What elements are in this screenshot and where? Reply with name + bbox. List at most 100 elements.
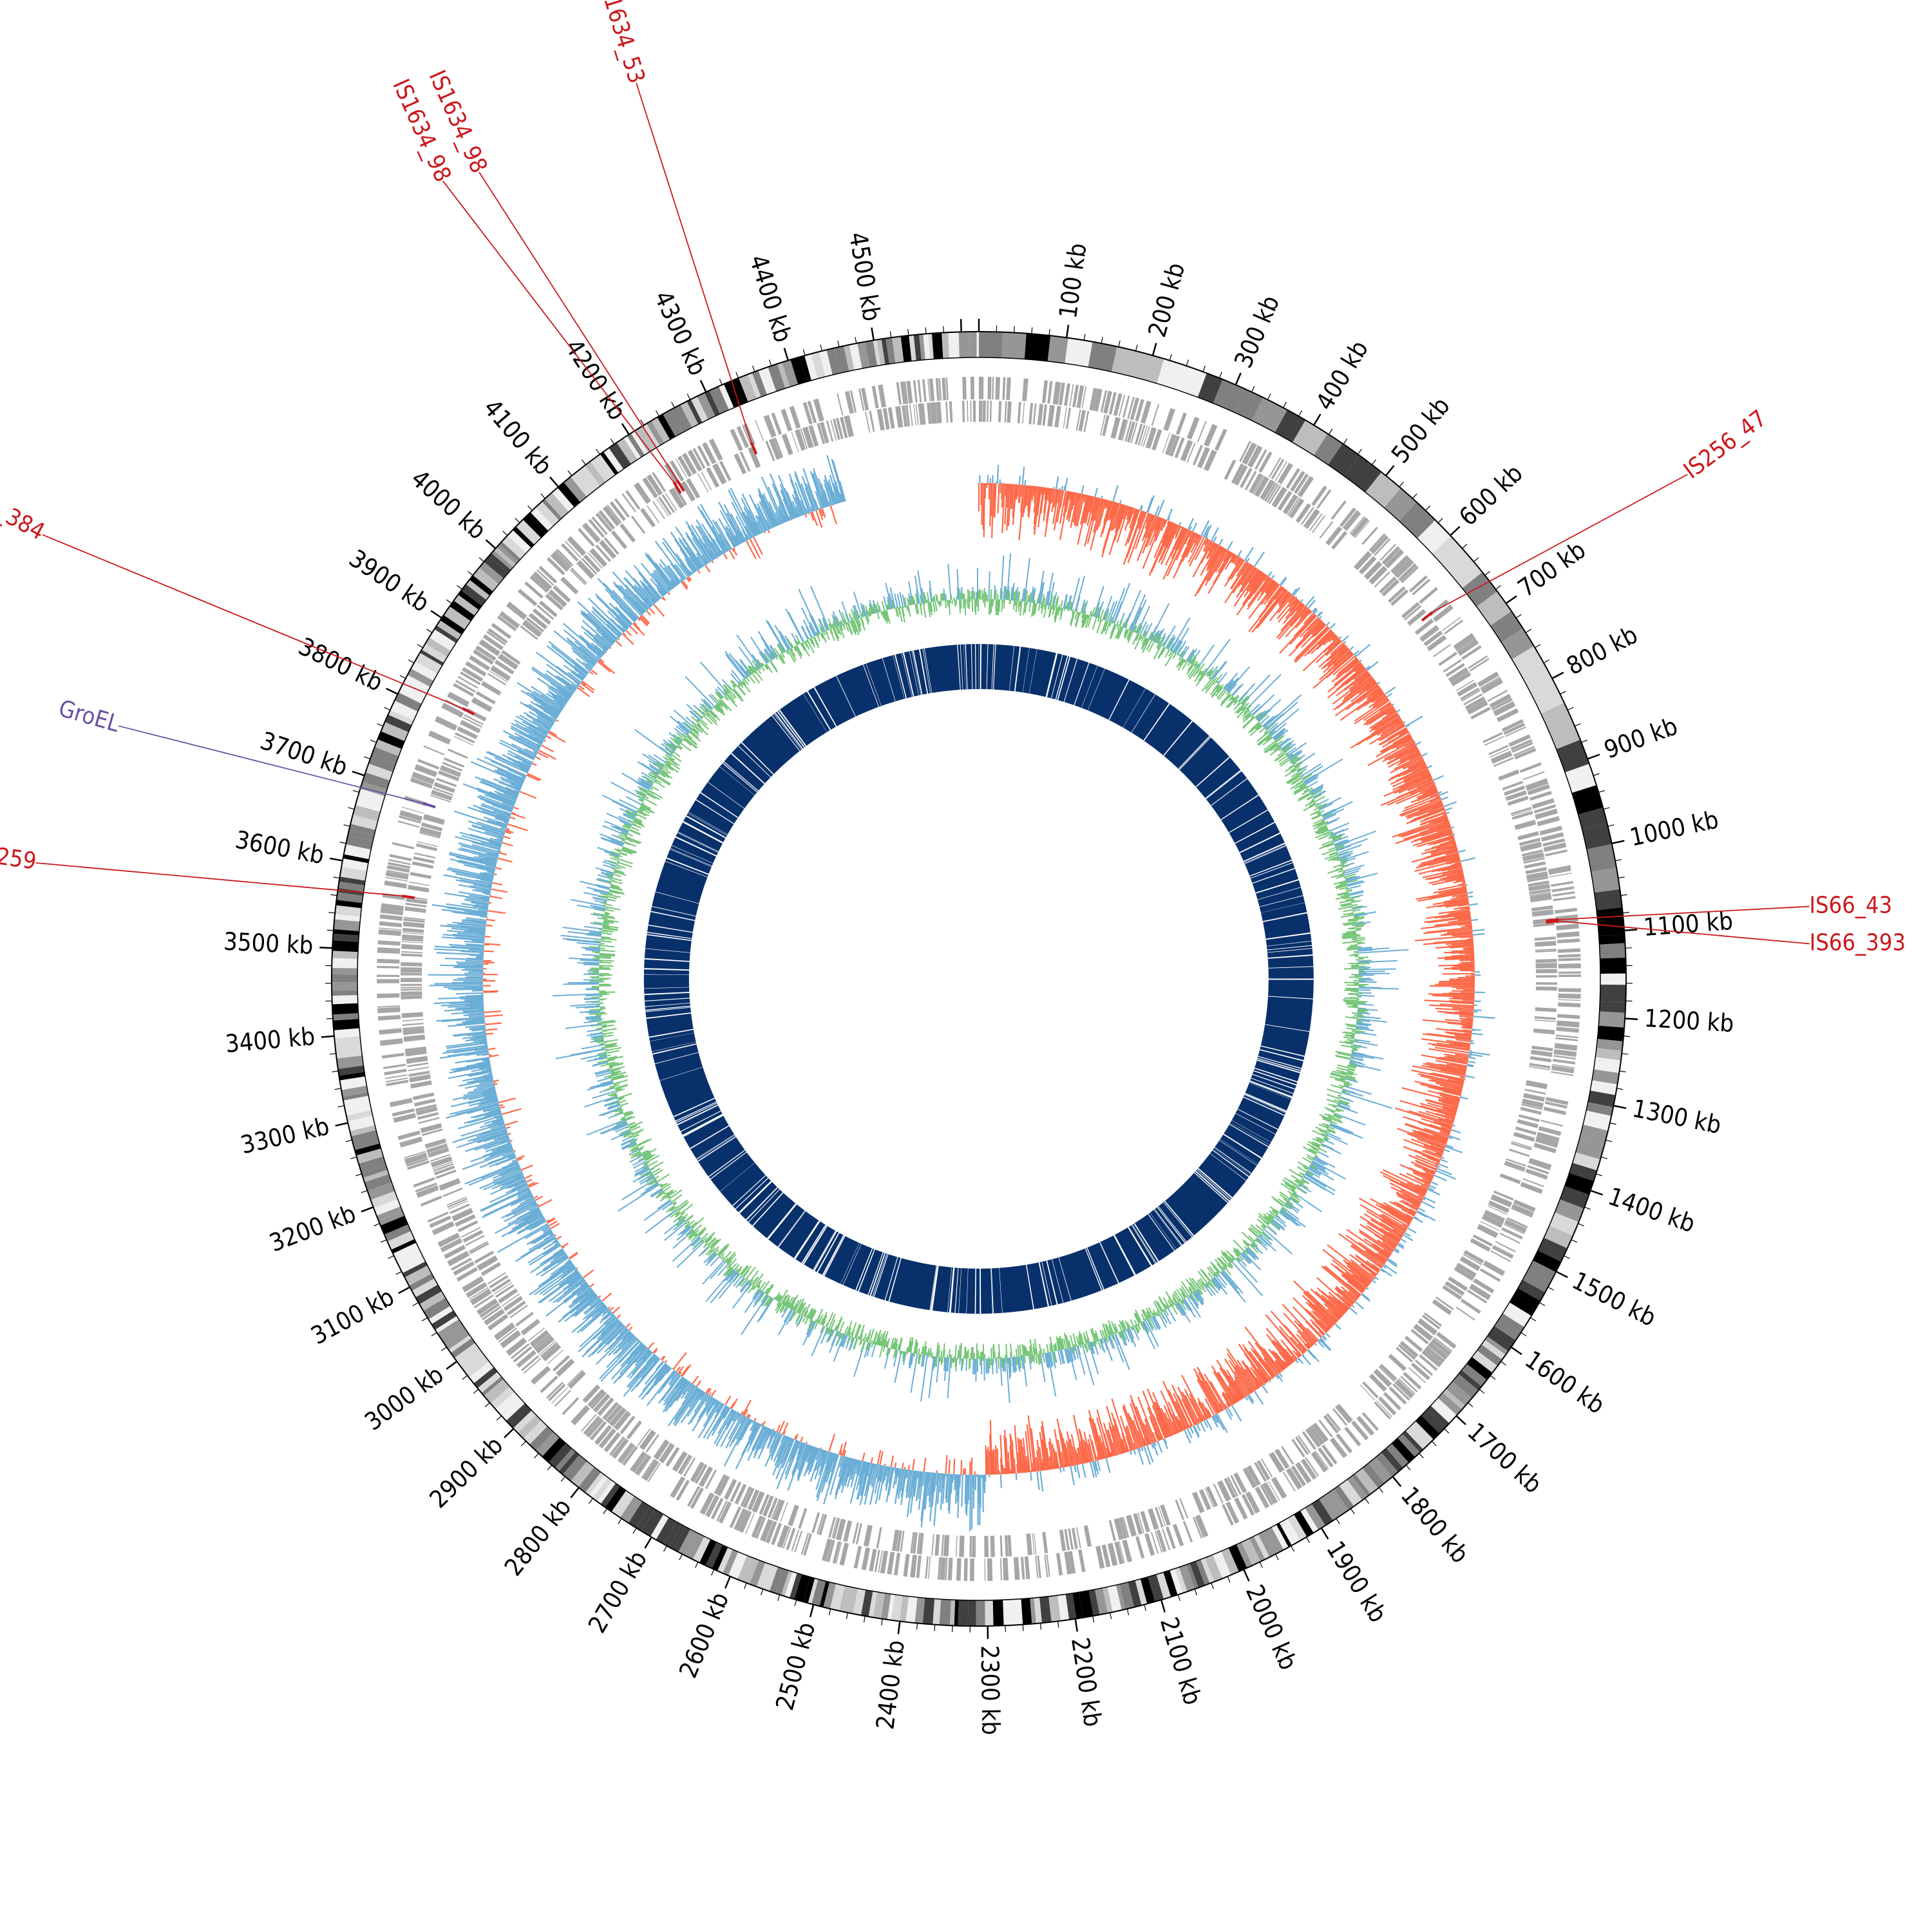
gc-skew-spike — [1425, 848, 1458, 858]
gc-skew-spike — [878, 1465, 887, 1501]
gc-skew-spike — [1430, 1072, 1464, 1081]
gene-block — [853, 1546, 862, 1569]
gc-skew-spike — [791, 1443, 805, 1474]
gc-skew-spike — [1433, 1134, 1448, 1141]
gc-skew-spike — [1288, 621, 1323, 657]
gc-skew-spike — [1037, 487, 1045, 527]
minor-tick — [1101, 337, 1103, 344]
gene-block — [1151, 1531, 1159, 1554]
gc-skew-spike — [1389, 1242, 1397, 1247]
gc-skew-spike — [773, 1433, 782, 1449]
gc-skew-spike — [1412, 1172, 1432, 1182]
gene-block — [448, 1200, 468, 1210]
gc-skew-spike — [1226, 1348, 1256, 1392]
gc-skew-spike — [924, 1472, 930, 1510]
gc-skew-spike — [501, 1160, 518, 1170]
gc-skew-spike — [1316, 1287, 1346, 1314]
gc-skew-spike — [652, 1347, 658, 1354]
gc-skew-spike — [671, 1372, 678, 1380]
gc-skew-spike — [452, 911, 488, 917]
gc-skew-spike — [1427, 765, 1432, 769]
ideogram-band — [931, 332, 943, 359]
gene-block — [1498, 769, 1520, 781]
gene-block — [405, 902, 427, 908]
gc-skew-spike — [736, 1419, 752, 1446]
gc-skew-spike — [1033, 1460, 1036, 1472]
gc-skew-spike — [1075, 493, 1083, 527]
gc-skew-spike — [1408, 1197, 1421, 1205]
gc-skew-spike — [438, 996, 484, 999]
gc-skew-spike — [471, 1028, 486, 1032]
gene-block — [719, 460, 732, 482]
gc-skew-spike — [1444, 1149, 1450, 1153]
gc-skew-spike — [1247, 576, 1270, 607]
gc-skew-spike — [1438, 963, 1475, 967]
gc-skew-spike — [1428, 1065, 1466, 1074]
gene-block — [1241, 1493, 1255, 1516]
gene-block — [771, 412, 782, 435]
gc-skew-spike — [1407, 759, 1425, 769]
tick-label: 1100 kb — [1642, 907, 1734, 942]
ideogram-band — [454, 1343, 480, 1365]
gc-skew-spike — [1435, 1163, 1439, 1166]
gc-skew-spike — [489, 1054, 499, 1057]
gene-block — [929, 378, 935, 402]
gc-skew-spike — [1454, 905, 1470, 910]
gene-block — [1300, 507, 1314, 526]
ideogram-band — [1024, 333, 1051, 361]
gc-skew-spike — [1208, 542, 1215, 552]
gc-skew-spike — [489, 837, 503, 843]
gc-skew-spike — [1350, 674, 1372, 692]
gc-skew-spike — [1069, 1454, 1073, 1466]
gc-skew-spike — [1424, 831, 1454, 842]
gc-skew-spike — [1167, 1408, 1180, 1434]
minor-tick — [1444, 1428, 1450, 1434]
ideogram-band — [663, 409, 684, 437]
gc-skew-spike — [604, 1312, 613, 1320]
gc-skew-spike — [884, 1463, 886, 1466]
gene-block — [1399, 1341, 1419, 1358]
gc-skew-spike — [1056, 476, 1059, 489]
gene-block — [1175, 1499, 1185, 1520]
minor-tick — [1468, 1402, 1473, 1408]
gene-block — [1252, 475, 1265, 495]
gc-skew-spike — [1436, 1161, 1440, 1164]
gc-skew-spike — [850, 1459, 859, 1488]
gc-skew-spike — [1349, 658, 1359, 667]
gc-skew-spike — [505, 1176, 525, 1186]
gc-skew-spike — [1151, 1392, 1172, 1437]
gc-skew-spike — [529, 1202, 537, 1206]
gc-skew-spike — [692, 1397, 714, 1432]
gc-skew-spike — [431, 904, 488, 913]
gc-skew-spike — [1142, 518, 1164, 569]
gc-skew-spike — [1018, 1460, 1021, 1473]
gc-skew-spike — [1468, 1053, 1483, 1057]
gc-skew-spike — [748, 1414, 752, 1419]
gc-skew-spike — [945, 1473, 949, 1503]
gc-skew-spike — [1369, 1264, 1380, 1272]
gc-skew-spike — [1198, 1402, 1208, 1420]
gene-block — [447, 691, 470, 707]
gc-skew-spike — [1401, 1087, 1459, 1104]
ideogram-band — [909, 335, 916, 361]
gc-skew-spike — [938, 1473, 940, 1479]
gc-skew-spike — [500, 827, 507, 831]
gc-skew-spike — [1402, 796, 1441, 813]
gc-skew-spike — [1291, 588, 1298, 595]
gc-skew-spike — [469, 954, 484, 957]
gc-skew-spike — [1121, 1433, 1129, 1452]
gc-skew-spike — [713, 1399, 718, 1405]
gc-skew-spike — [543, 1227, 551, 1233]
ideogram-band — [967, 1600, 976, 1626]
gene-block — [935, 378, 940, 401]
gene-block — [1378, 1396, 1397, 1416]
gene-block — [1443, 659, 1462, 673]
gc-skew-spike — [681, 1383, 693, 1399]
gene-block — [972, 1535, 975, 1557]
gc-skew-spike — [642, 1350, 652, 1362]
gc-skew-spike — [1396, 781, 1434, 799]
gene-block — [1151, 404, 1160, 426]
gc-skew-spike — [1162, 1439, 1169, 1450]
gc-skew-spike — [502, 1108, 522, 1115]
gene-block — [428, 1147, 450, 1158]
